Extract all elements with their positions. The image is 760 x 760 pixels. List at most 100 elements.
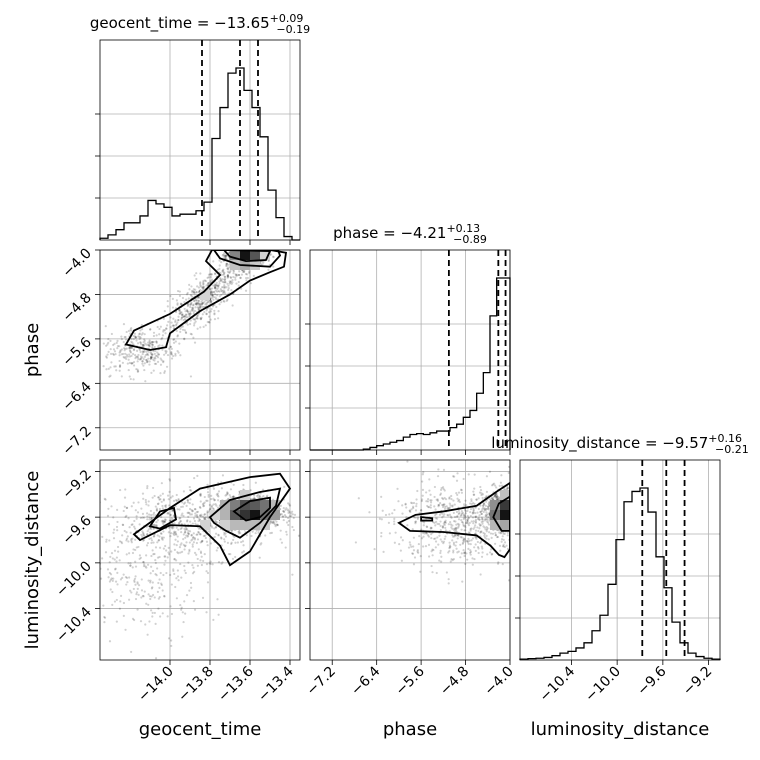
sample-point bbox=[230, 542, 233, 546]
sample-point bbox=[189, 293, 192, 297]
sample-point bbox=[122, 509, 125, 513]
sample-point bbox=[512, 520, 514, 522]
sample-point bbox=[139, 341, 142, 344]
sample-point bbox=[151, 581, 154, 584]
sample-point bbox=[192, 308, 195, 311]
sample-point bbox=[180, 318, 183, 321]
sample-point bbox=[130, 346, 134, 350]
sample-point bbox=[192, 290, 195, 293]
sample-point bbox=[163, 520, 166, 523]
sample-point bbox=[172, 569, 175, 573]
sample-point bbox=[516, 509, 518, 511]
sample-point bbox=[245, 248, 247, 250]
density-cell bbox=[250, 520, 260, 530]
sample-point bbox=[149, 527, 153, 531]
sample-point bbox=[192, 536, 195, 539]
sample-point bbox=[231, 279, 234, 282]
sample-point bbox=[125, 583, 128, 586]
sample-point bbox=[245, 240, 247, 242]
sample-point bbox=[514, 525, 516, 527]
sample-point bbox=[181, 296, 185, 300]
sample-point bbox=[210, 505, 213, 509]
sample-point bbox=[191, 306, 194, 309]
sample-point bbox=[111, 590, 114, 594]
sample-point bbox=[192, 566, 195, 569]
sample-point bbox=[162, 499, 165, 502]
sample-point bbox=[228, 265, 231, 269]
sample-point bbox=[513, 524, 515, 526]
sample-point bbox=[253, 247, 255, 249]
sample-point bbox=[206, 510, 209, 513]
sample-point bbox=[217, 284, 220, 287]
sample-point bbox=[237, 284, 240, 287]
sample-point bbox=[182, 514, 185, 518]
sample-point bbox=[244, 245, 246, 247]
sample-point bbox=[196, 301, 199, 305]
sample-point bbox=[125, 531, 128, 534]
sample-point bbox=[197, 302, 200, 305]
sample-point bbox=[265, 495, 268, 498]
density-cell bbox=[210, 510, 220, 520]
sample-point bbox=[148, 340, 151, 343]
sample-point bbox=[163, 370, 166, 373]
sample-point bbox=[183, 548, 186, 551]
sample-point bbox=[485, 511, 488, 514]
sample-point bbox=[215, 549, 218, 552]
sample-point bbox=[180, 316, 184, 319]
sample-point bbox=[288, 504, 292, 507]
density-phase-luminosity_distance bbox=[354, 460, 522, 585]
sample-point bbox=[227, 552, 230, 556]
sample-point bbox=[184, 310, 187, 313]
sample-point bbox=[230, 541, 233, 544]
density-cell bbox=[260, 510, 270, 520]
sample-point bbox=[227, 263, 231, 266]
sample-point bbox=[158, 333, 161, 336]
sample-point bbox=[217, 289, 220, 293]
sample-point bbox=[151, 344, 154, 347]
sample-point bbox=[485, 528, 489, 531]
sample-point bbox=[179, 520, 182, 523]
sample-point bbox=[134, 336, 138, 339]
sample-point bbox=[164, 506, 167, 509]
sample-point bbox=[116, 344, 119, 348]
sample-point bbox=[116, 347, 119, 350]
sample-point bbox=[520, 513, 522, 515]
sample-point bbox=[160, 520, 163, 523]
sample-point bbox=[216, 287, 219, 291]
density-cell bbox=[240, 250, 250, 260]
sample-point bbox=[120, 348, 124, 351]
sample-point bbox=[182, 538, 185, 541]
sample-point bbox=[208, 320, 211, 324]
sample-point bbox=[169, 316, 172, 319]
sample-point bbox=[180, 606, 183, 609]
sample-point bbox=[103, 497, 106, 500]
sample-point bbox=[176, 289, 180, 293]
sample-point bbox=[194, 302, 197, 305]
sample-point bbox=[153, 362, 157, 365]
sample-point bbox=[257, 496, 260, 499]
sample-point bbox=[225, 262, 229, 265]
sample-point bbox=[133, 579, 136, 582]
sample-point bbox=[214, 287, 217, 290]
sample-point bbox=[183, 318, 187, 321]
sample-point bbox=[116, 508, 119, 511]
sample-point bbox=[196, 315, 199, 318]
sample-point bbox=[247, 245, 249, 247]
sample-point bbox=[188, 550, 191, 553]
sample-point bbox=[232, 270, 236, 273]
sample-point bbox=[232, 275, 235, 279]
sample-point bbox=[191, 509, 195, 513]
sample-point bbox=[178, 521, 181, 524]
sample-point bbox=[130, 591, 133, 594]
contour-line bbox=[132, 472, 292, 567]
sample-point bbox=[182, 319, 185, 322]
sample-point bbox=[178, 290, 181, 293]
sample-point bbox=[153, 356, 156, 359]
sample-point bbox=[517, 494, 519, 496]
sample-point bbox=[220, 293, 223, 297]
sample-point bbox=[233, 242, 235, 244]
y-tick-label: −10.0 bbox=[53, 558, 95, 600]
sample-point bbox=[284, 546, 287, 549]
sample-point bbox=[227, 287, 230, 290]
sample-point bbox=[275, 520, 278, 523]
